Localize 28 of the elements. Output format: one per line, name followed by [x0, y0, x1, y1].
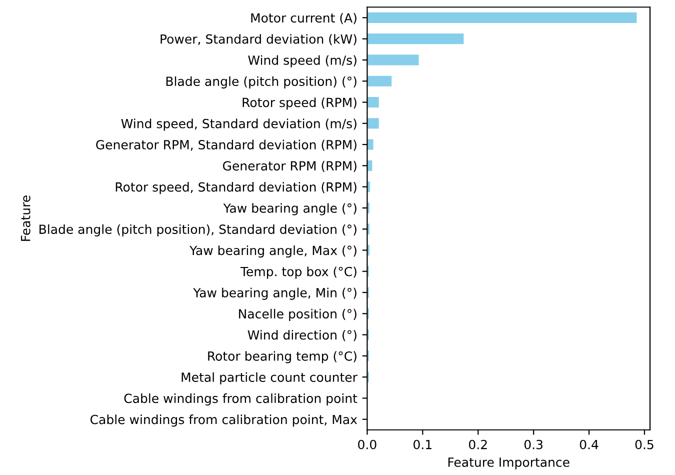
x-tick-label: 0.0: [358, 440, 376, 450]
y-tick-label: Cable windings from calibration point, Max: [90, 414, 358, 427]
y-tick-label: Wind speed (m/s): [248, 55, 356, 68]
x-tick-label: 0.2: [468, 440, 487, 450]
y-tick-label: Wind speed, Standard deviation (m/s): [121, 118, 356, 131]
y-tick-label: Metal particle count counter: [182, 372, 358, 384]
y-tick-label: Wind direction (°): [248, 330, 356, 342]
y-tick-label: Yaw bearing angle, Max (°): [190, 245, 356, 258]
y-tick-label: Power, Standard deviation (kW): [160, 34, 356, 46]
y-tick-label: Generator RPM (RPM): [222, 160, 356, 172]
y-tick-label: Rotor bearing temp (°C): [208, 351, 356, 364]
y-tick-label: Blade angle (pitch position) (°): [166, 76, 356, 88]
y-tick-label: Generator RPM, Standard deviation (RPM): [96, 140, 356, 151]
x-tick-label: 0.1: [414, 440, 432, 450]
x-tick-label: 0.3: [524, 440, 543, 450]
y-tick-label: Yaw bearing angle (°): [223, 203, 356, 216]
x-tick-label: 0.5: [635, 440, 654, 450]
y-tick-label: Motor current (A): [251, 12, 356, 24]
y-tick-label: Rotor speed (RPM): [242, 97, 356, 110]
x-axis-title: Feature Importance: [448, 458, 570, 470]
y-tick-label: Yaw bearing angle, Min (°): [193, 288, 356, 300]
y-axis-title: Feature: [21, 196, 30, 241]
y-tick-label: Temp. top box (°C): [240, 266, 356, 279]
y-tick-label: Nacelle position (°): [239, 308, 356, 321]
x-tick-label: 0.4: [580, 440, 598, 450]
y-tick-label: Cable windings from calibration point: [124, 393, 358, 406]
y-tick-label: Rotor speed, Standard deviation (RPM): [116, 182, 356, 194]
y-tick-label: Blade angle (pitch position), Standard deviation (°): [40, 224, 356, 236]
